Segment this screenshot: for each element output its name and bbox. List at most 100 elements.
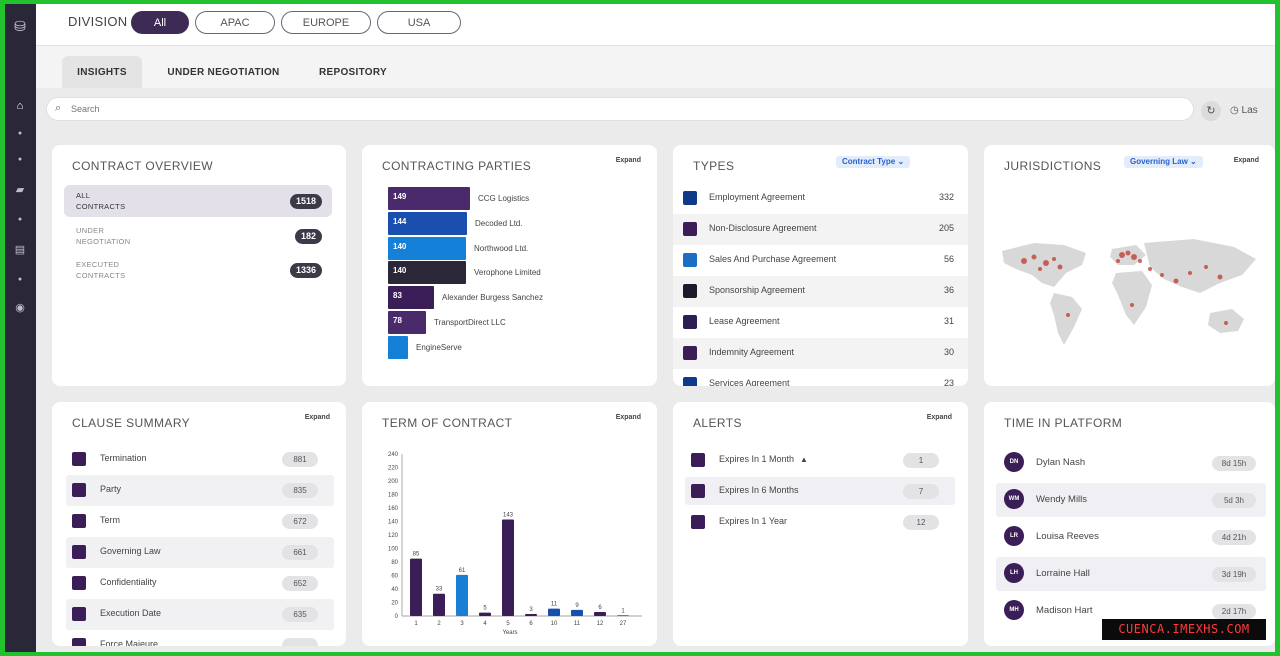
y-tick-label: 0	[395, 614, 399, 620]
x-axis-label: Years	[502, 630, 517, 636]
bar-value-label: 85	[413, 552, 420, 558]
party-bar[interactable]: 83	[388, 286, 434, 310]
party-bar[interactable]: 149	[388, 187, 470, 210]
party-bar[interactable]: 78	[388, 311, 426, 334]
types-card: TYPES Contract Type ⌄ Employment Agreeme…	[673, 145, 968, 386]
alert-count: 1	[903, 453, 939, 468]
document-icon[interactable]: ▤	[14, 244, 26, 256]
alert-color-swatch	[691, 515, 705, 529]
division-pill-apac[interactable]: APAC	[195, 11, 275, 34]
last-button[interactable]: ◷ Las	[1230, 101, 1258, 121]
party-bar[interactable]	[388, 335, 408, 359]
bar	[410, 558, 422, 616]
x-tick-label: 2	[437, 621, 441, 627]
type-row[interactable]: Non-Disclosure Agreement 205	[673, 214, 968, 245]
chat-icon[interactable]: ▰	[15, 184, 25, 196]
party-bar[interactable]: 140	[388, 236, 466, 260]
avatar: DN	[1004, 452, 1024, 472]
overview-label: ALL CONTRACTS	[76, 191, 126, 211]
user-name: Wendy Mills	[1036, 494, 1088, 505]
governing-law-dropdown[interactable]: Governing Law ⌄	[1124, 156, 1203, 168]
party-value: 140	[393, 266, 407, 276]
user-row[interactable]: MH Madison Hart 2d 17h	[996, 594, 1266, 628]
nav-dot-icon[interactable]: ●	[17, 156, 23, 163]
home-icon[interactable]: ⌂	[16, 100, 24, 112]
division-pill-europe[interactable]: EUROPE	[281, 11, 371, 34]
world-map[interactable]	[994, 235, 1262, 355]
search-row: ⌕ ↻ ◷ Las	[36, 88, 1275, 132]
nav-dot-icon[interactable]: ●	[17, 130, 23, 137]
expand-link[interactable]: Expand	[615, 157, 641, 164]
clause-color-swatch	[72, 514, 86, 528]
user-row[interactable]: LR Louisa Reeves 4d 21h	[996, 520, 1266, 554]
bar	[594, 611, 606, 616]
party-name: Alexander Burgess Sanchez	[442, 293, 543, 303]
x-tick-label: 1	[414, 621, 418, 627]
expand-link[interactable]: Expand	[1233, 157, 1259, 164]
tab-under-negotiation[interactable]: UNDER NEGOTIATION	[167, 66, 280, 78]
card-title: CONTRACT OVERVIEW	[72, 159, 214, 173]
clause-row[interactable]: Termination 881	[66, 444, 334, 475]
type-row[interactable]: Sales And Purchase Agreement 56	[673, 245, 968, 276]
alert-row[interactable]: Expires In 6 Months 7	[685, 477, 955, 505]
clause-row[interactable]: Execution Date 635	[66, 599, 334, 630]
division-pill-all[interactable]: All	[131, 11, 189, 34]
avatar: WM	[1004, 489, 1024, 509]
clause-row[interactable]: Governing Law 661	[66, 537, 334, 568]
user-row[interactable]: LH Lorraine Hall 3d 19h	[996, 557, 1266, 591]
search-box[interactable]: ⌕	[46, 97, 1194, 121]
user-row[interactable]: DN Dylan Nash 8d 15h	[996, 446, 1266, 480]
clause-row[interactable]: Force Majeure	[66, 630, 334, 646]
type-name: Lease Agreement	[709, 316, 780, 326]
tab-insights[interactable]: INSIGHTS	[62, 56, 142, 88]
overview-row-executed[interactable]: EXECUTED CONTRACTS 1336	[64, 254, 332, 286]
type-row[interactable]: Indemnity Agreement 30	[673, 338, 968, 369]
bar-value-label: 11	[551, 602, 558, 608]
clause-row[interactable]: Term 672	[66, 506, 334, 537]
settings-icon[interactable]: ◉	[15, 302, 25, 314]
clause-count: 881	[282, 452, 318, 467]
bar-value-label: 9	[575, 603, 579, 609]
clause-name: Execution Date	[100, 608, 162, 618]
type-row[interactable]: Services Agreement 23	[673, 369, 968, 386]
y-tick-label: 40	[391, 587, 398, 593]
alert-count: 12	[903, 515, 939, 530]
division-pill-usa[interactable]: USA	[377, 11, 461, 34]
clause-row[interactable]: Confidentiality 652	[66, 568, 334, 599]
type-row[interactable]: Sponsorship Agreement 36	[673, 276, 968, 307]
alert-count: 7	[903, 484, 939, 499]
clause-row[interactable]: Party 835	[66, 475, 334, 506]
x-tick-label: 10	[551, 621, 558, 627]
contract-type-dropdown[interactable]: Contract Type ⌄	[836, 156, 911, 168]
alerts-card: ALERTS Expand Expires In 1 Month ▲ 1 Expire…	[673, 402, 968, 646]
user-row[interactable]: WM Wendy Mills 5d 3h	[996, 483, 1266, 517]
expand-link[interactable]: Expand	[615, 414, 641, 421]
party-bar[interactable]: 140	[388, 261, 466, 285]
overview-row-negotiation[interactable]: UNDER NEGOTIATION 182	[64, 220, 332, 252]
overview-label: UNDER NEGOTIATION	[76, 226, 131, 246]
bar	[617, 615, 629, 616]
refresh-button[interactable]: ↻	[1201, 101, 1221, 121]
nav-dot-icon[interactable]: ●	[17, 276, 23, 283]
term-of-contract-card: TERM OF CONTRACT Expand 0 20 40 60 80 100 120 1…	[362, 402, 657, 646]
type-row[interactable]: Lease Agreement 31	[673, 307, 968, 338]
expand-link[interactable]: Expand	[926, 414, 952, 421]
type-name: Services Agreement	[709, 378, 790, 386]
type-row[interactable]: Employment Agreement 332	[673, 183, 968, 214]
asia-shape	[1144, 239, 1256, 293]
expand-link[interactable]: Expand	[304, 414, 330, 421]
clause-count: 835	[282, 483, 318, 498]
last-label: Las	[1241, 105, 1258, 116]
party-value: 149	[393, 192, 407, 201]
party-bar[interactable]: 144	[388, 211, 467, 235]
nav-dot-icon[interactable]: ●	[17, 216, 23, 223]
bar-value-label: 5	[483, 606, 487, 612]
overview-row-all[interactable]: ALL CONTRACTS 1518	[64, 185, 332, 217]
clause-summary-card: CLAUSE SUMMARY Expand Termination 881 Part…	[52, 402, 346, 646]
tab-repository[interactable]: REPOSITORY	[318, 66, 387, 78]
search-input[interactable]	[71, 101, 1171, 117]
alert-row[interactable]: Expires In 1 Year 12	[685, 508, 955, 536]
type-count: 205	[938, 223, 954, 233]
alert-name: Expires In 1 Year	[719, 516, 788, 526]
alert-row[interactable]: Expires In 1 Month ▲ 1	[685, 446, 955, 474]
